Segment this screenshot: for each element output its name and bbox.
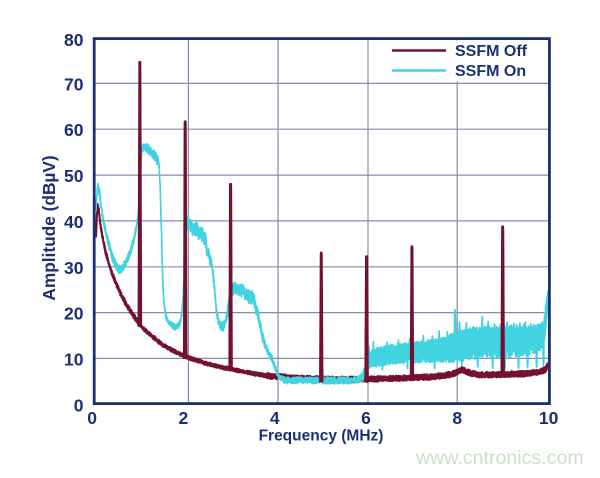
- svg-text:0: 0: [74, 395, 84, 415]
- svg-text:50: 50: [64, 166, 84, 186]
- svg-text:Frequency (MHz): Frequency (MHz): [259, 428, 384, 445]
- svg-text:10: 10: [539, 408, 559, 428]
- svg-text:30: 30: [64, 258, 84, 278]
- svg-text:8: 8: [452, 408, 462, 428]
- svg-text:10: 10: [64, 349, 84, 369]
- svg-text:70: 70: [64, 74, 84, 94]
- svg-text:SSFM Off: SSFM Off: [455, 43, 528, 60]
- svg-text:2: 2: [179, 408, 189, 428]
- svg-text:4: 4: [270, 408, 280, 428]
- svg-text:SSFM On: SSFM On: [455, 63, 526, 80]
- svg-text:20: 20: [64, 304, 84, 324]
- svg-text:6: 6: [361, 408, 371, 428]
- svg-text:80: 80: [64, 30, 84, 50]
- svg-text:www.cntronics.com: www.cntronics.com: [415, 447, 584, 469]
- svg-text:40: 40: [64, 212, 84, 232]
- svg-text:0: 0: [87, 408, 97, 428]
- svg-text:60: 60: [64, 120, 84, 140]
- svg-text:Amplitude (dBµV): Amplitude (dBµV): [39, 155, 59, 300]
